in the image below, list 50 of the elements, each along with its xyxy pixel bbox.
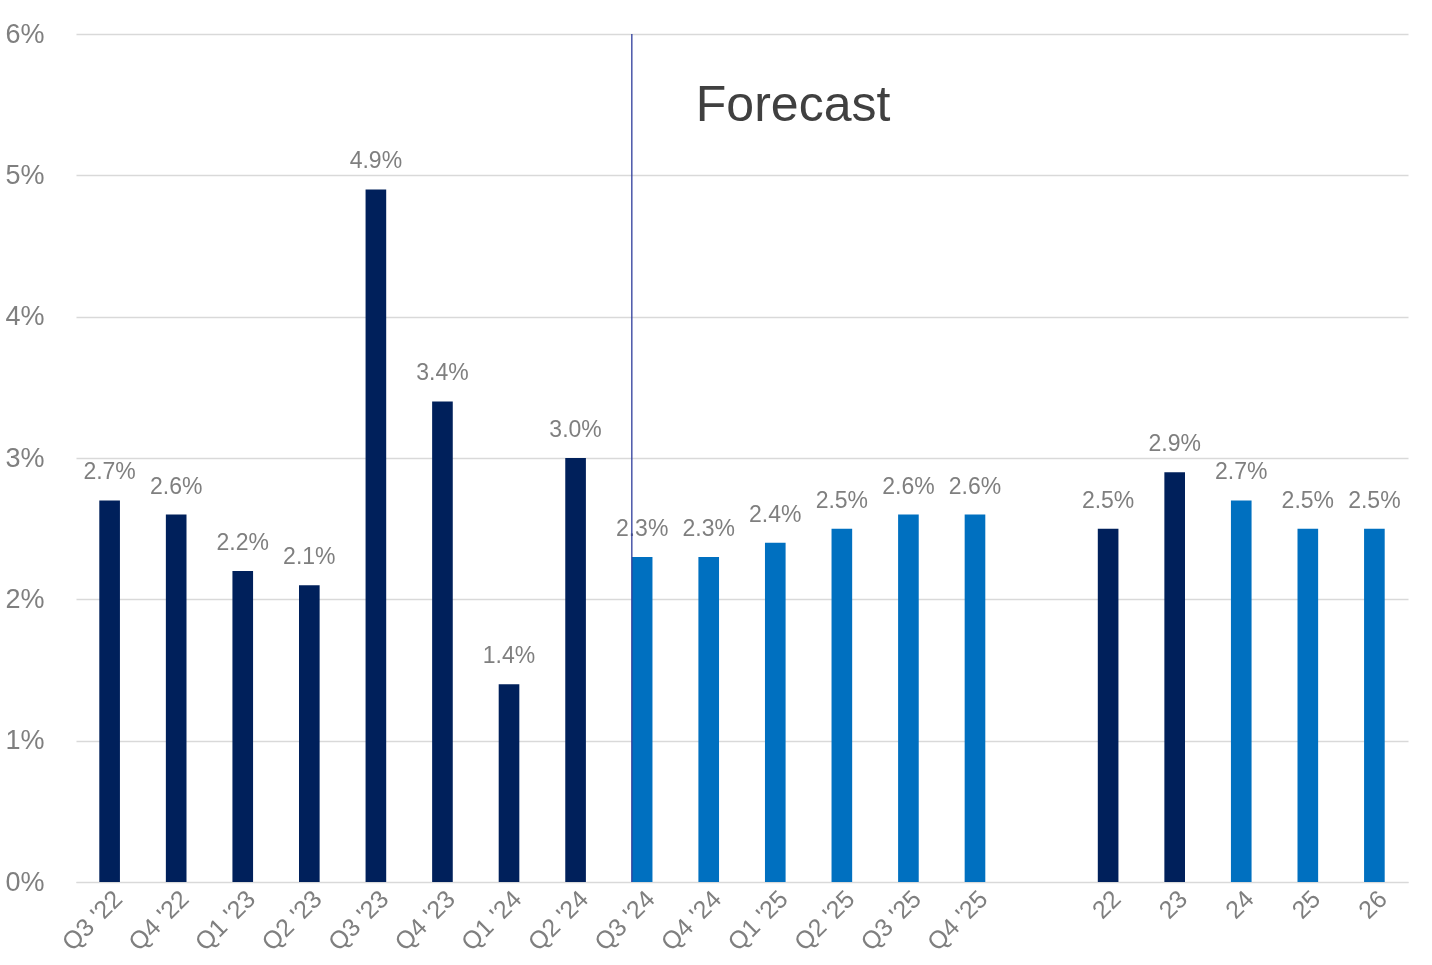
x-tick-label: 26 <box>1352 884 1393 924</box>
data-label: 2.5% <box>1348 486 1401 513</box>
y-tick-label: 4% <box>5 301 45 332</box>
data-label: 2.9% <box>1148 430 1201 457</box>
data-label: 2.4% <box>749 500 802 527</box>
x-tick-label: 23 <box>1152 884 1193 924</box>
x-tick-label: 22 <box>1086 884 1126 924</box>
data-label: 2.5% <box>1081 486 1135 513</box>
y-tick-label: 2% <box>5 583 45 614</box>
bar <box>1097 528 1119 882</box>
y-tick-label: 0% <box>5 866 45 897</box>
bar <box>698 556 720 882</box>
data-label: 2.7% <box>83 458 136 485</box>
bar <box>898 514 919 882</box>
bar <box>1164 472 1185 882</box>
bar <box>99 500 120 882</box>
data-label: 2.5% <box>1281 486 1335 513</box>
bar <box>1230 500 1252 882</box>
bar <box>1297 528 1319 882</box>
bar <box>498 684 520 882</box>
y-tick-label: 5% <box>5 159 45 190</box>
data-label: 2.6% <box>149 472 203 499</box>
data-label: 2.6% <box>882 472 935 499</box>
data-label: 2.1% <box>283 543 336 570</box>
data-label: 3.4% <box>416 359 469 386</box>
x-tick-label: 24 <box>1219 884 1259 924</box>
bar <box>631 556 653 882</box>
data-label: 3.0% <box>549 416 602 442</box>
data-label: 1.4% <box>482 642 536 669</box>
data-label: 2.3% <box>682 514 735 541</box>
bar <box>232 571 254 882</box>
bar <box>299 585 320 882</box>
data-label: 2.5% <box>815 486 869 513</box>
data-label: 4.9% <box>349 147 403 174</box>
x-tick-label: 25 <box>1286 884 1326 924</box>
bar <box>165 514 187 882</box>
data-label: 2.2% <box>216 529 269 556</box>
bar <box>432 401 453 882</box>
data-label: 2.6% <box>948 472 1002 499</box>
y-tick-label: 1% <box>5 725 45 756</box>
bar <box>764 542 786 882</box>
data-label: 2.7% <box>1215 458 1268 485</box>
bar <box>964 514 986 882</box>
y-tick-label: 6% <box>5 18 45 49</box>
y-tick-label: 3% <box>5 442 45 473</box>
bar <box>831 528 853 882</box>
bar <box>565 458 586 882</box>
ref-line-label: Forecast <box>695 76 891 132</box>
bar <box>1364 528 1385 882</box>
bar <box>365 189 387 882</box>
